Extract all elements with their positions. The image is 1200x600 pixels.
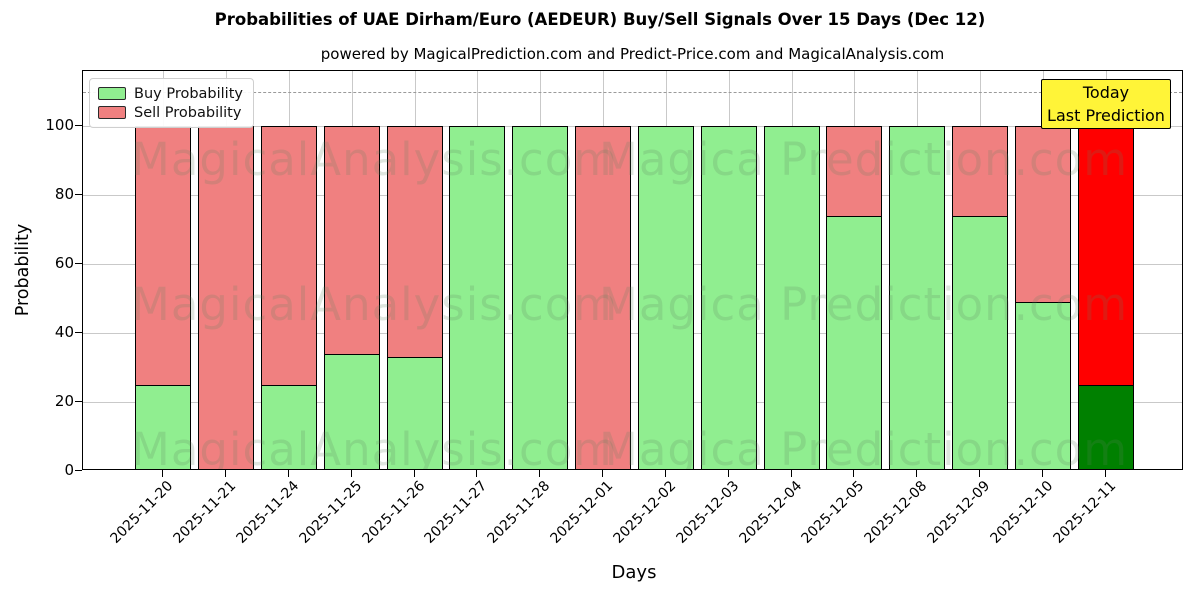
x-tick-mark	[350, 470, 352, 477]
y-tick-label: 60	[54, 254, 74, 273]
bar-group	[700, 71, 757, 469]
buy-probability-bar-segment	[826, 215, 883, 469]
dashed-threshold-line	[83, 91, 1182, 93]
horizontal-gridline	[83, 195, 1182, 197]
bar-group	[763, 71, 820, 469]
buy-probability-bar-segment	[763, 126, 820, 469]
sell-probability-bar-segment	[575, 126, 632, 469]
sell-probability-bar-segment	[951, 126, 1008, 216]
buy-probability-bar-segment	[1077, 384, 1134, 469]
buy-probability-bar-segment	[386, 357, 443, 469]
bar-group	[323, 71, 380, 469]
legend-item-buy: Buy Probability	[98, 84, 243, 103]
bar-group	[951, 71, 1008, 469]
y-tick-label: 80	[54, 185, 74, 204]
sell-probability-swatch-icon	[98, 106, 126, 119]
buy-probability-swatch-icon	[98, 87, 126, 100]
sell-probability-bar-segment	[386, 126, 443, 358]
x-tick-mark	[1104, 470, 1106, 477]
chart-subtitle: powered by MagicalPrediction.com and Pre…	[320, 45, 945, 63]
bar-group	[198, 71, 255, 469]
horizontal-gridline	[83, 126, 1182, 128]
bar-group	[512, 71, 569, 469]
x-tick-mark	[288, 470, 290, 477]
buy-probability-bar-segment	[889, 126, 946, 469]
horizontal-gridline	[83, 264, 1182, 266]
watermark-text: Magica Prediction.com	[599, 423, 1129, 470]
bar-group	[1014, 71, 1071, 469]
sell-probability-bar-segment	[135, 126, 192, 385]
x-tick-mark	[853, 470, 855, 477]
sell-probability-bar-segment	[261, 126, 318, 385]
plot-area: Buy Probability Sell Probability Today L…	[82, 70, 1183, 470]
x-tick-mark	[162, 470, 164, 477]
chart-legend: Buy Probability Sell Probability	[89, 78, 254, 128]
buy-probability-bar-segment	[323, 353, 380, 469]
bar-group	[889, 71, 946, 469]
buy-probability-bar-segment	[1014, 302, 1071, 469]
y-tick-mark	[75, 470, 82, 471]
x-tick-mark	[476, 470, 478, 477]
bar-group	[261, 71, 318, 469]
x-tick-mark	[1041, 470, 1043, 477]
y-tick-mark	[75, 125, 82, 127]
sell-probability-bar-segment	[826, 126, 883, 216]
annotation-line-last-prediction: Last Prediction	[1047, 106, 1165, 125]
x-tick-mark	[978, 470, 980, 477]
bar-group	[386, 71, 443, 469]
x-tick-mark	[225, 470, 227, 477]
buy-probability-bar-segment	[261, 384, 318, 469]
x-tick-mark	[664, 470, 666, 477]
sell-probability-bar-segment	[323, 126, 380, 354]
legend-label-sell: Sell Probability	[134, 104, 242, 121]
bar-group	[575, 71, 632, 469]
y-tick-mark	[75, 194, 82, 196]
watermark-text: MagicalAnalysis.com	[131, 278, 619, 331]
sell-probability-bar-segment	[1014, 126, 1071, 303]
chart-title: Probabilities of UAE Dirham/Euro (AEDEUR…	[214, 10, 986, 29]
buy-probability-bar-segment	[135, 384, 192, 469]
bar-group	[637, 71, 694, 469]
buy-probability-bar-segment	[951, 215, 1008, 469]
y-tick-label: 100	[45, 116, 74, 135]
sell-probability-bar-segment	[1077, 126, 1134, 385]
legend-item-sell: Sell Probability	[98, 103, 243, 122]
y-tick-mark	[75, 401, 82, 403]
bar-group	[449, 71, 506, 469]
bar-group	[1077, 71, 1134, 469]
bar-group	[135, 71, 192, 469]
x-tick-mark	[539, 470, 541, 477]
watermark-text: MagicalAnalysis.com	[131, 133, 619, 186]
horizontal-gridline	[83, 402, 1182, 404]
horizontal-gridline	[83, 333, 1182, 335]
buy-probability-bar-segment	[700, 126, 757, 469]
y-axis-label: Probability	[13, 223, 33, 317]
watermark-text: Magica Prediction.com	[599, 133, 1129, 186]
x-tick-mark	[790, 470, 792, 477]
x-axis-label: Days	[611, 562, 657, 583]
annotation-line-today: Today	[1082, 83, 1130, 102]
y-tick-label: 0	[64, 461, 74, 479]
buy-probability-bar-segment	[449, 126, 506, 469]
x-tick-mark	[413, 470, 415, 477]
y-tick-mark	[75, 263, 82, 265]
buy-probability-bar-segment	[637, 126, 694, 469]
legend-label-buy: Buy Probability	[134, 85, 243, 102]
x-tick-mark	[916, 470, 918, 477]
buy-probability-bar-segment	[512, 126, 569, 469]
y-tick-label: 40	[54, 323, 74, 342]
watermark-text: MagicalAnalysis.com	[131, 423, 619, 470]
x-tick-mark	[727, 470, 729, 477]
bar-group	[826, 71, 883, 469]
watermark-text: Magica Prediction.com	[599, 278, 1129, 331]
today-last-prediction-annotation: Today Last Prediction	[1041, 79, 1171, 129]
x-tick-mark	[602, 470, 604, 477]
y-tick-label: 20	[54, 392, 74, 411]
y-tick-mark	[75, 332, 82, 334]
